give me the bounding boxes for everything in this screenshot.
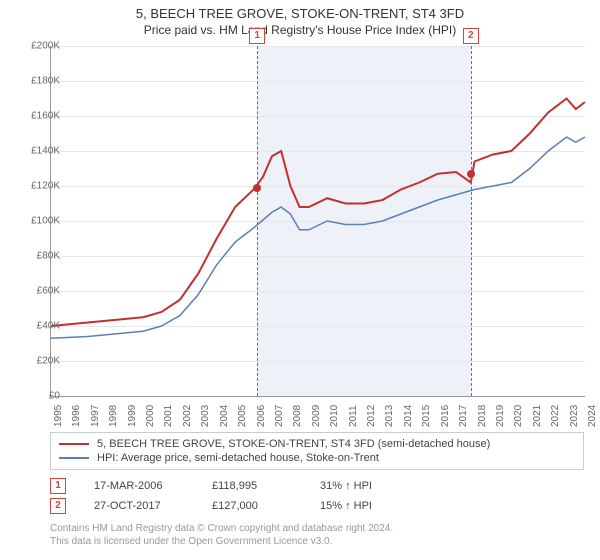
x-tick-label: 2008 [292,405,303,427]
credits: Contains HM Land Registry data © Crown c… [50,522,393,548]
x-tick-label: 2006 [256,405,267,427]
chart-svg [51,46,585,396]
row-change: 15% ↑ HPI [320,500,372,512]
credits-line2: This data is licensed under the Open Gov… [50,535,393,548]
x-tick-label: 1995 [53,405,64,427]
legend-swatch-0 [59,443,89,445]
x-tick-label: 1996 [71,405,82,427]
y-tick-label: £160K [16,111,60,122]
x-tick-label: 1999 [127,405,138,427]
legend-swatch-1 [59,457,89,459]
y-tick-label: £120K [16,181,60,192]
row-marker-2: 2 [50,498,66,514]
row-marker-1: 1 [50,478,66,494]
table-row: 1 17-MAR-2006 £118,995 31% ↑ HPI [50,478,372,494]
x-tick-label: 2013 [384,405,395,427]
x-tick-label: 2020 [513,405,524,427]
x-tick-label: 2024 [587,405,598,427]
x-tick-label: 2011 [348,405,359,427]
legend-label-0: 5, BEECH TREE GROVE, STOKE-ON-TRENT, ST4… [97,438,490,450]
table-row: 2 27-OCT-2017 £127,000 15% ↑ HPI [50,498,372,514]
legend-label-1: HPI: Average price, semi-detached house,… [97,452,379,464]
x-tick-label: 2010 [329,405,340,427]
x-tick-label: 2021 [532,405,543,427]
title-main: 5, BEECH TREE GROVE, STOKE-ON-TRENT, ST4… [0,6,600,21]
credits-line1: Contains HM Land Registry data © Crown c… [50,522,393,535]
x-tick-label: 2001 [163,405,174,427]
y-tick-label: £80K [16,251,60,262]
x-tick-label: 1998 [108,405,119,427]
x-tick-label: 2003 [200,405,211,427]
marker-dot-1 [253,184,261,192]
chart-plot-area: 12 [50,46,585,397]
x-tick-label: 2000 [145,405,156,427]
x-tick-label: 2005 [237,405,248,427]
x-tick-label: 2022 [550,405,561,427]
x-tick-label: 2017 [458,405,469,427]
x-tick-label: 2007 [274,405,285,427]
x-tick-label: 2015 [421,405,432,427]
series-price_paid [51,99,585,327]
x-tick-label: 2004 [219,405,230,427]
y-tick-label: £140K [16,146,60,157]
x-tick-label: 2018 [477,405,488,427]
row-price: £118,995 [212,480,292,492]
x-tick-label: 2002 [182,405,193,427]
legend-item: HPI: Average price, semi-detached house,… [59,451,575,465]
row-price: £127,000 [212,500,292,512]
marker-box-1: 1 [249,28,265,44]
y-tick-label: £20K [16,356,60,367]
title-sub: Price paid vs. HM Land Registry's House … [0,23,600,37]
x-tick-label: 2019 [495,405,506,427]
marker-box-2: 2 [463,28,479,44]
y-tick-label: £200K [16,41,60,52]
marker-dot-2 [467,170,475,178]
x-tick-label: 2012 [366,405,377,427]
title-block: 5, BEECH TREE GROVE, STOKE-ON-TRENT, ST4… [0,0,600,37]
legend-item: 5, BEECH TREE GROVE, STOKE-ON-TRENT, ST4… [59,437,575,451]
row-change: 31% ↑ HPI [320,480,372,492]
series-hpi [51,137,585,338]
x-tick-label: 2014 [403,405,414,427]
legend: 5, BEECH TREE GROVE, STOKE-ON-TRENT, ST4… [50,432,584,470]
chart-container: 5, BEECH TREE GROVE, STOKE-ON-TRENT, ST4… [0,0,600,560]
x-tick-label: 2016 [440,405,451,427]
marker-line-1 [257,46,258,396]
x-tick-label: 1997 [90,405,101,427]
x-tick-label: 2023 [569,405,580,427]
marker-line-2 [471,46,472,396]
transaction-table: 1 17-MAR-2006 £118,995 31% ↑ HPI 2 27-OC… [50,478,372,518]
y-tick-label: £40K [16,321,60,332]
y-tick-label: £0 [16,391,60,402]
row-date: 27-OCT-2017 [94,500,184,512]
y-tick-label: £60K [16,286,60,297]
x-tick-label: 2009 [311,405,322,427]
row-date: 17-MAR-2006 [94,480,184,492]
y-tick-label: £180K [16,76,60,87]
y-tick-label: £100K [16,216,60,227]
